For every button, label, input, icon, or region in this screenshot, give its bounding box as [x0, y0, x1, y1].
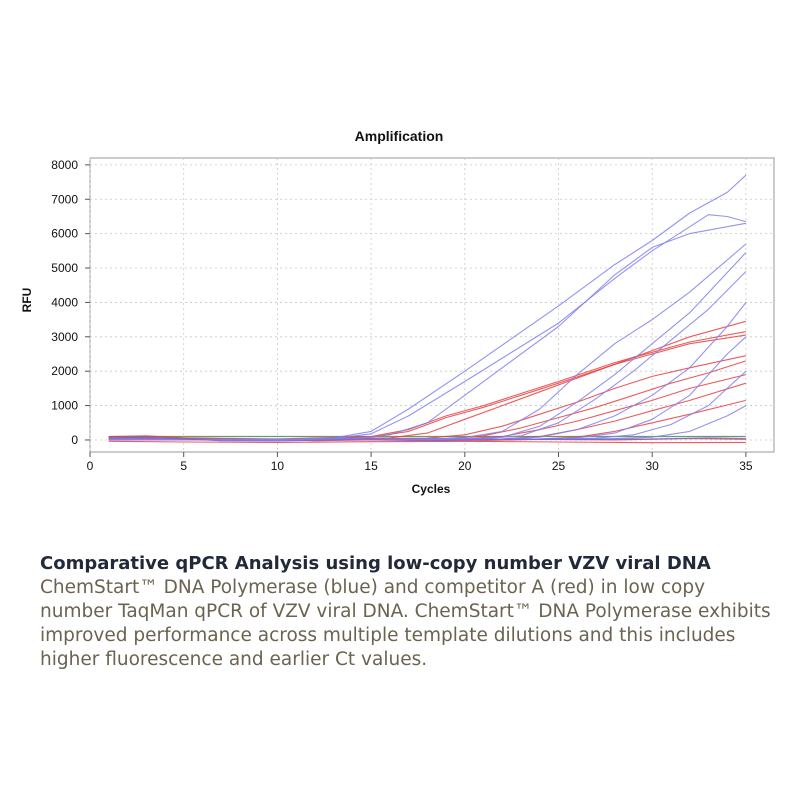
y-tick-label: 2000	[51, 364, 78, 378]
y-tick-label: 3000	[51, 330, 78, 344]
y-tick-label: 8000	[51, 158, 78, 172]
x-tick-label: 0	[87, 459, 94, 473]
chart-svg: Amplification Cycles RFU 0 1000 2000 3000 40…	[20, 128, 775, 496]
caption-body: ChemStart™ DNA Polymerase (blue) and com…	[40, 577, 771, 670]
y-tick-label: 6000	[51, 227, 78, 241]
series-layer	[108, 174, 747, 444]
series-line-red-1	[108, 334, 746, 440]
x-tick-label: 35	[739, 459, 753, 473]
y-tick-label: 0	[71, 433, 78, 447]
x-tick-label: 20	[458, 459, 472, 473]
y-axis-label: RFU	[20, 288, 34, 313]
axes: 0 1000 2000 3000 4000 5000 6000 7000 8000 0 5 10 15 2…	[51, 158, 753, 473]
amplification-chart: Amplification Cycles RFU 0 1000 2000 3000 40…	[20, 128, 775, 496]
series-line-blue-19	[108, 405, 747, 441]
series-line-blue-20	[108, 436, 746, 442]
y-tick-label: 4000	[51, 295, 78, 309]
x-tick-label: 5	[180, 459, 187, 473]
x-tick-label: 10	[271, 459, 285, 473]
caption-title: Comparative qPCR Analysis using low-copy…	[40, 553, 711, 574]
x-tick-label: 15	[364, 459, 378, 473]
series-line-red-8	[108, 440, 746, 444]
grid-lines	[89, 157, 775, 453]
x-tick-label: 30	[646, 459, 660, 473]
plot-area	[89, 157, 775, 453]
y-tick-label: 5000	[51, 261, 78, 275]
x-tick-label: 25	[552, 459, 566, 473]
figure-caption: Comparative qPCR Analysis using low-copy…	[40, 553, 780, 672]
y-tick-label: 1000	[51, 399, 78, 413]
chart-title: Amplification	[355, 128, 444, 144]
x-axis-label: Cycles	[412, 482, 451, 496]
y-tick-label: 7000	[51, 192, 78, 206]
